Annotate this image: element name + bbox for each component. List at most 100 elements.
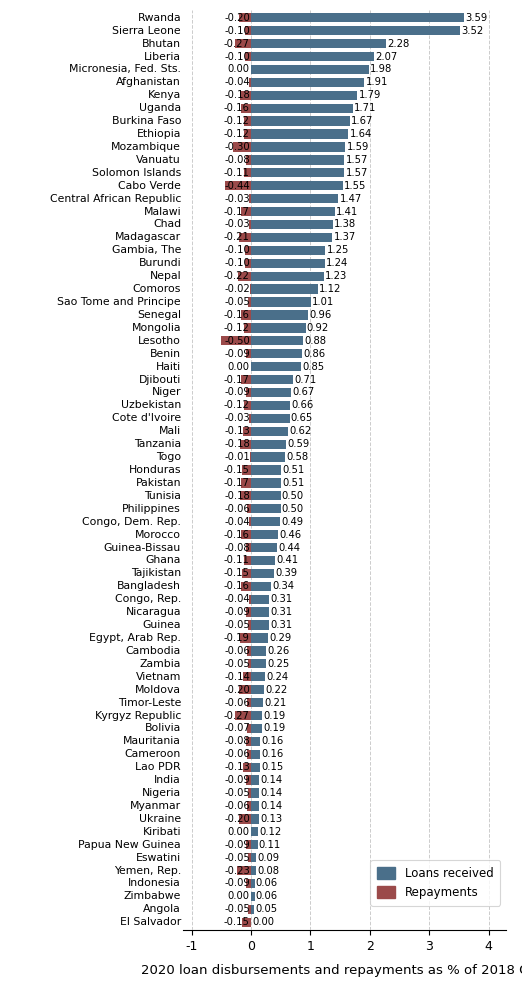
Bar (235, 39, 251, 48)
Bar (251, 879, 255, 888)
Text: Moldova: Moldova (135, 685, 181, 695)
Bar (241, 375, 251, 384)
Text: 0.06: 0.06 (256, 878, 278, 888)
Bar (251, 491, 281, 500)
Bar (242, 104, 251, 113)
Text: 1.25: 1.25 (326, 245, 349, 255)
Bar (233, 142, 251, 152)
Text: 0.96: 0.96 (309, 310, 331, 320)
Text: -0.05: -0.05 (224, 659, 250, 669)
Text: 0.11: 0.11 (259, 840, 281, 850)
Text: -0.17: -0.17 (224, 375, 250, 385)
Bar (248, 620, 251, 630)
Bar (238, 866, 251, 875)
Text: Solomon Islands: Solomon Islands (92, 168, 181, 178)
Text: -0.22: -0.22 (224, 271, 250, 281)
Bar (240, 440, 251, 449)
Text: -0.09: -0.09 (224, 775, 250, 785)
Text: Liberia: Liberia (144, 52, 181, 62)
Text: 1.57: 1.57 (346, 155, 368, 165)
Text: 0.39: 0.39 (275, 568, 298, 578)
Text: 0.19: 0.19 (264, 723, 286, 733)
Text: 0.65: 0.65 (291, 413, 313, 423)
Bar (248, 905, 251, 914)
Text: 1.91: 1.91 (365, 77, 388, 87)
Text: Vanuatu: Vanuatu (136, 155, 181, 165)
Text: 0.92: 0.92 (307, 323, 329, 333)
Bar (251, 672, 265, 681)
Bar (242, 310, 251, 320)
Text: 0.16: 0.16 (262, 749, 284, 759)
Text: -0.09: -0.09 (224, 387, 250, 397)
Text: 0.66: 0.66 (291, 400, 314, 410)
Bar (239, 685, 251, 694)
Text: 0.86: 0.86 (303, 349, 325, 359)
Bar (244, 556, 251, 565)
Bar (247, 698, 251, 707)
Bar (251, 750, 260, 759)
Bar (251, 763, 260, 772)
Text: -0.05: -0.05 (224, 788, 250, 798)
Text: -0.18: -0.18 (224, 90, 250, 100)
Text: Uganda: Uganda (139, 103, 181, 113)
Bar (245, 52, 251, 61)
Text: 0.58: 0.58 (287, 452, 309, 462)
Text: Uzbekistan: Uzbekistan (121, 400, 181, 410)
Bar (248, 517, 251, 526)
Bar (248, 788, 251, 798)
Text: -0.27: -0.27 (224, 39, 250, 49)
Text: -0.15: -0.15 (224, 568, 250, 578)
Bar (251, 478, 281, 488)
Text: 0.46: 0.46 (279, 530, 302, 540)
Text: Rwanda: Rwanda (137, 13, 181, 23)
Bar (251, 142, 346, 152)
Bar (249, 194, 251, 203)
Text: Mali: Mali (159, 426, 181, 436)
Text: Togo: Togo (156, 452, 181, 462)
Bar (239, 233, 251, 242)
Text: India: India (155, 775, 181, 785)
Text: -0.05: -0.05 (224, 620, 250, 630)
Bar (251, 39, 386, 48)
Legend: Loans received, Repayments: Loans received, Repayments (371, 860, 501, 906)
Text: -0.20: -0.20 (224, 685, 250, 695)
Text: -0.03: -0.03 (224, 194, 250, 204)
Text: -0.30: -0.30 (224, 142, 250, 152)
Text: -0.04: -0.04 (224, 594, 250, 604)
Bar (251, 65, 369, 74)
Text: Ukraine: Ukraine (139, 814, 181, 824)
Bar (251, 336, 303, 345)
Text: Tunisia: Tunisia (144, 491, 181, 501)
Bar (251, 517, 280, 526)
Text: -0.13: -0.13 (224, 762, 250, 772)
Text: 0.05: 0.05 (255, 904, 277, 914)
Text: -0.21: -0.21 (224, 232, 250, 242)
Bar (243, 672, 251, 681)
Text: -0.18: -0.18 (224, 491, 250, 501)
Text: -0.08: -0.08 (224, 543, 250, 553)
Text: -0.01: -0.01 (224, 452, 250, 462)
Bar (251, 788, 259, 798)
Text: 0.00: 0.00 (252, 917, 274, 927)
Text: 0.22: 0.22 (265, 685, 288, 695)
Text: 1.59: 1.59 (347, 142, 369, 152)
Text: Papua New Guinea: Papua New Guinea (78, 840, 181, 850)
Text: 1.23: 1.23 (325, 271, 348, 281)
Bar (251, 543, 277, 552)
Text: 0.44: 0.44 (278, 543, 300, 553)
Bar (246, 607, 251, 617)
Bar (242, 918, 251, 927)
Text: 0.41: 0.41 (277, 555, 299, 565)
Text: -0.17: -0.17 (224, 207, 250, 217)
Text: Congo, Rep.: Congo, Rep. (115, 594, 181, 604)
Bar (251, 284, 317, 294)
Text: -0.06: -0.06 (224, 749, 250, 759)
Bar (251, 620, 269, 630)
Text: Cameroon: Cameroon (125, 749, 181, 759)
Text: 0.09: 0.09 (257, 853, 280, 863)
Text: Benin: Benin (150, 349, 181, 359)
Bar (251, 104, 352, 113)
Bar (251, 194, 338, 203)
Text: Honduras: Honduras (128, 465, 181, 475)
Text: Vietnam: Vietnam (136, 672, 181, 682)
